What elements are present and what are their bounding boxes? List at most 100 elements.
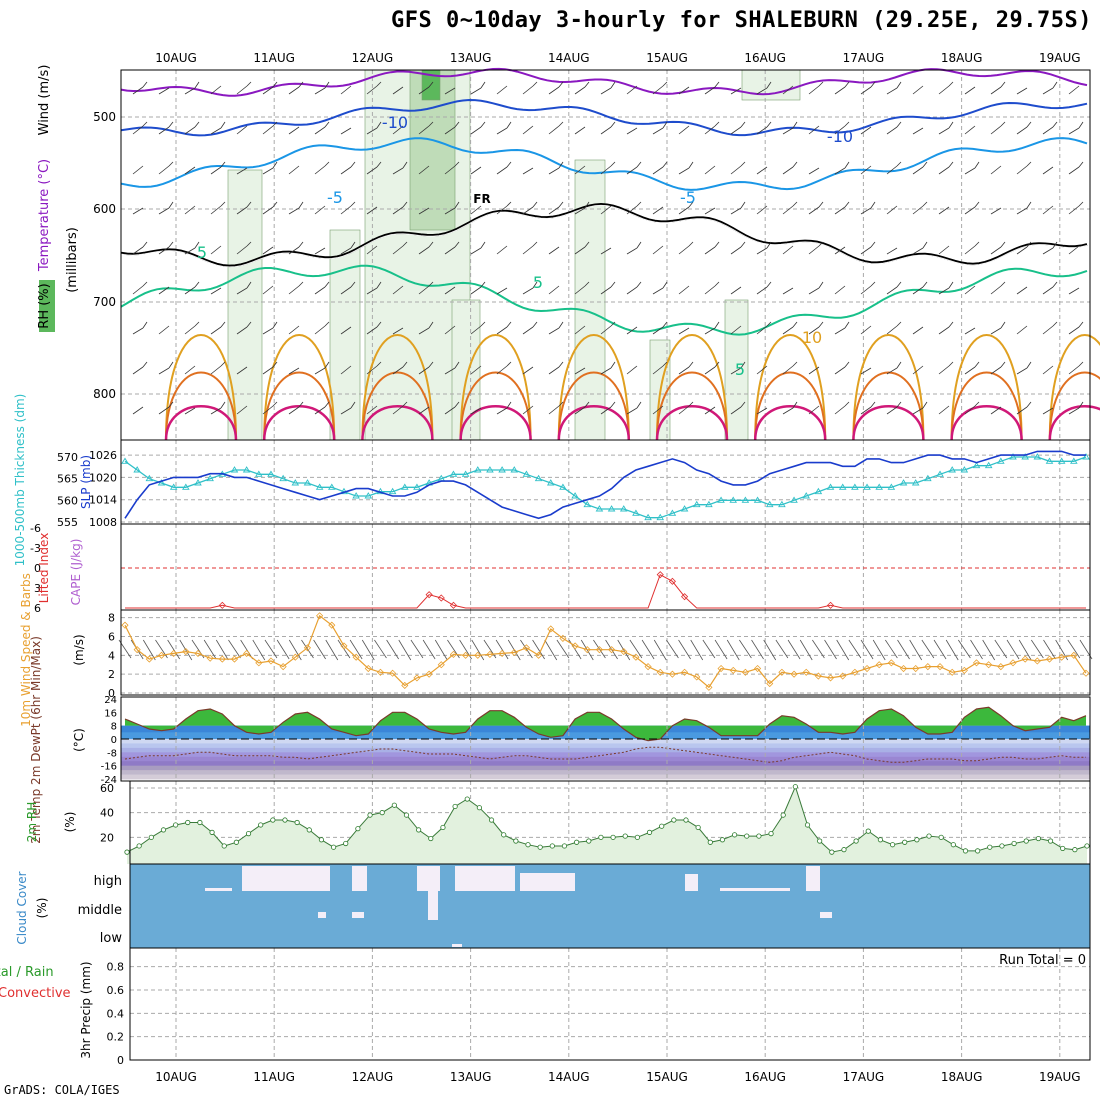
rh2m-marker [136,843,142,849]
thickness-marker [449,470,458,477]
wind-barb-flag [922,201,928,207]
wind10m-barb [739,639,752,659]
cloud-block [318,912,326,918]
wind-barb [418,406,430,415]
wind-barb [808,326,820,335]
wind-barb [132,207,144,215]
thickness-marker [206,474,214,482]
wind10m-barb [386,639,399,660]
temp-contour-10 [165,334,1100,441]
rh2m-marker [416,827,422,833]
wind-tick-label: 6 [108,630,115,643]
temp2m-tick-label: -8 [107,748,117,759]
rh2m-marker [270,817,276,823]
wind-barb [548,285,560,295]
wind10m-barb [593,639,606,659]
wind-barb-flag [142,281,148,287]
rh2m-marker [1072,847,1078,853]
wind-barb [912,286,924,295]
wind-barb [1016,165,1028,175]
thickness-marker [656,513,665,521]
thickness-marker [255,470,263,477]
wind-barb [808,405,820,415]
wind-barb [392,86,404,95]
wind-barb [366,85,378,95]
wind10m-marker [389,669,397,677]
thickness-marker [960,466,969,473]
wind-barb [158,126,170,135]
wind-barb [184,365,196,375]
wind10m-marker [1058,653,1066,661]
wind10m-barb [374,639,387,659]
rh2m-marker [610,834,616,840]
wind-barb-flag [142,361,148,368]
wind-barb [418,86,430,95]
wind-barb [288,207,300,215]
wind-barb-flag [1026,241,1032,248]
rh2m-marker [185,819,191,826]
wind-barb-flag [298,401,304,408]
wind10m-line [124,614,1087,689]
thickness-marker [145,474,154,482]
wind-barb [860,406,872,415]
wind-barb [756,166,768,175]
wind-barb-flag [688,201,694,208]
wind-tick-label: 2 [108,668,115,681]
thickness-marker [1070,457,1078,464]
wind-barb [704,86,716,95]
wind-barb [158,406,170,415]
wind-barb [756,286,768,295]
wind-barb [678,167,690,175]
wind10m-marker [413,674,421,682]
thickness-marker [948,466,956,473]
wind-barb [574,86,586,95]
wind-barb [704,406,716,415]
wind-barb-flag [480,121,486,128]
wind-barb-flag [1052,321,1058,327]
wind-barb-flag [558,321,564,329]
rh2m-marker [488,817,495,823]
wind-barb-flag [1000,241,1006,248]
wind-barb [912,127,924,135]
wind-barb [600,367,612,375]
wind-barb-flag [766,241,772,249]
wind-barb [600,126,612,135]
thickness-marker [692,500,701,508]
rh2m-marker [173,822,179,828]
wind-barb [704,125,716,135]
wind-barb-flag [870,201,876,209]
thickness-marker [936,470,944,477]
wind10m-marker [960,666,968,674]
wind-barb [262,125,274,135]
date-label-top: 13AUG [450,51,492,65]
wind-barb [184,247,196,255]
upper-air-panel: 500 600 700 800 -10 -10 -5 -5 5 5 10 5 FR Wind (m/s) T… [37,65,1100,441]
wind-barb [158,325,170,335]
wind10m-marker [352,653,360,661]
wind-barb [834,246,846,255]
wind-barb-flag [246,321,252,328]
wind-barb [938,127,950,135]
wind-barb [730,367,742,375]
thickness-marker [1045,457,1054,464]
wind-barb [938,405,950,415]
wind-barb-flag [740,361,746,369]
wind-barb-flag [298,201,304,209]
wind-barb [964,366,976,375]
wind10m-marker [681,668,689,676]
wind-barb-flag [376,121,382,129]
wind-barb [132,327,144,335]
wind-barb-flag [584,201,590,209]
wind-barb-flag [376,321,382,328]
rh2m-marker [695,824,701,831]
wind-barb-flag [662,321,668,328]
temp2m-tick-label: -16 [101,762,117,773]
wind-barb-flag [298,241,304,248]
wind-barb-flag [454,401,460,408]
wind10m-barb [459,639,472,660]
rh2m-marker [501,832,507,838]
wind-barb [834,167,846,175]
wind-barb [340,326,352,335]
rh2m-marker [792,784,798,790]
thickness-marker [1021,453,1029,460]
